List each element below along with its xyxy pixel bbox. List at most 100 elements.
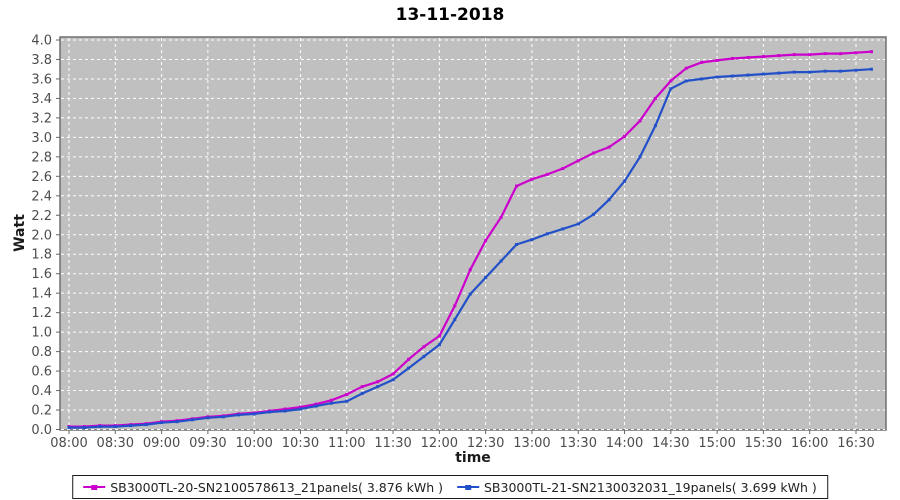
x-tick-label: 12:00 — [421, 436, 458, 451]
x-tick-label: 16:00 — [791, 436, 828, 451]
y-tick-label: 0.8 — [31, 345, 52, 360]
series-point — [468, 292, 472, 296]
series-point — [777, 54, 781, 58]
series-point — [422, 354, 426, 358]
y-tick-label: 4.0 — [31, 34, 52, 49]
series-point — [592, 151, 596, 155]
series-point — [406, 357, 410, 361]
x-tick-label: 09:30 — [189, 436, 226, 451]
series-point — [298, 407, 302, 411]
series-point — [854, 51, 858, 55]
x-tick-label: 11:00 — [328, 436, 365, 451]
series-point — [530, 238, 534, 242]
series-point — [144, 423, 148, 427]
y-tick-label: 2.6 — [31, 170, 52, 185]
legend-item-series-1: SB3000TL-21-SN2130032031_19panels( 3.699… — [457, 480, 817, 495]
series-point — [607, 145, 611, 149]
y-tick-label: 2.8 — [31, 150, 52, 165]
series-point — [268, 410, 272, 414]
series-point — [190, 418, 194, 422]
x-tick-label: 08:00 — [50, 436, 87, 451]
series-point — [839, 69, 843, 73]
series-point — [329, 398, 333, 402]
series-point — [283, 407, 287, 411]
series-point — [638, 155, 642, 159]
x-tick-label: 10:30 — [282, 436, 319, 451]
x-tick-label: 08:30 — [97, 436, 134, 451]
series-point — [746, 56, 750, 60]
series-point — [700, 60, 704, 64]
series-point — [576, 222, 580, 226]
y-tick-label: 3.4 — [31, 92, 52, 107]
series-point — [129, 424, 133, 428]
legend: SB3000TL-20-SN2100578613_21panels( 3.876… — [72, 475, 828, 499]
y-tick-label: 0.0 — [31, 423, 52, 438]
x-tick-label: 09:00 — [143, 436, 180, 451]
y-tick-label: 0.6 — [31, 365, 52, 380]
y-tick-label: 1.0 — [31, 326, 52, 341]
series-point — [499, 215, 503, 219]
series-point — [314, 402, 318, 406]
x-tick-label: 16:30 — [837, 436, 874, 451]
series-point — [406, 366, 410, 370]
series-point — [422, 345, 426, 349]
series-point — [376, 380, 380, 384]
series-point — [113, 425, 117, 429]
series-point — [67, 426, 71, 430]
series-point — [731, 74, 735, 78]
x-tick-label: 14:30 — [652, 436, 689, 451]
x-tick-label: 13:30 — [560, 436, 597, 451]
series-point — [283, 409, 287, 413]
series-point — [561, 227, 565, 231]
series-point — [545, 172, 549, 176]
series-point — [298, 405, 302, 409]
series-point — [777, 71, 781, 75]
y-tick-label: 2.0 — [31, 228, 52, 243]
x-tick-label: 11:30 — [374, 436, 411, 451]
series-point — [453, 304, 457, 308]
series-point — [823, 69, 827, 73]
y-tick-label: 1.6 — [31, 267, 52, 282]
series-point — [98, 425, 102, 429]
series-point — [530, 177, 534, 181]
series-point — [314, 404, 318, 408]
series-point — [869, 50, 873, 54]
series-point — [839, 52, 843, 56]
chart-title: 13-11-2018 — [395, 5, 505, 25]
legend-label-series-0: SB3000TL-20-SN2100578613_21panels( 3.876… — [110, 479, 443, 495]
y-tick-label: 0.4 — [31, 384, 52, 399]
series-point — [715, 75, 719, 79]
series-point — [854, 68, 858, 72]
series-point — [206, 416, 210, 420]
series-point — [360, 391, 364, 395]
series-point — [329, 401, 333, 405]
y-tick-label: 3.6 — [31, 72, 52, 87]
y-tick-label: 1.8 — [31, 248, 52, 263]
series-point — [345, 399, 349, 403]
series-point — [638, 119, 642, 123]
series-point — [607, 198, 611, 202]
series-point — [221, 415, 225, 419]
series-point — [252, 412, 256, 416]
series-point — [653, 124, 657, 128]
series-point — [653, 96, 657, 100]
series-point — [437, 343, 441, 347]
series-point — [623, 179, 627, 183]
series-point — [391, 372, 395, 376]
series-point — [175, 420, 179, 424]
y-tick-label: 3.2 — [31, 111, 52, 126]
series-point — [808, 53, 812, 57]
series-point — [792, 53, 796, 57]
series-point — [576, 159, 580, 163]
series-point — [684, 79, 688, 83]
series-point — [808, 70, 812, 74]
series-point — [484, 239, 488, 243]
y-tick-label: 1.4 — [31, 287, 52, 302]
series-point — [731, 57, 735, 61]
series-point — [746, 73, 750, 77]
x-tick-label: 13:00 — [513, 436, 550, 451]
series-point — [869, 67, 873, 71]
series-point — [82, 426, 86, 430]
series-point — [761, 55, 765, 59]
